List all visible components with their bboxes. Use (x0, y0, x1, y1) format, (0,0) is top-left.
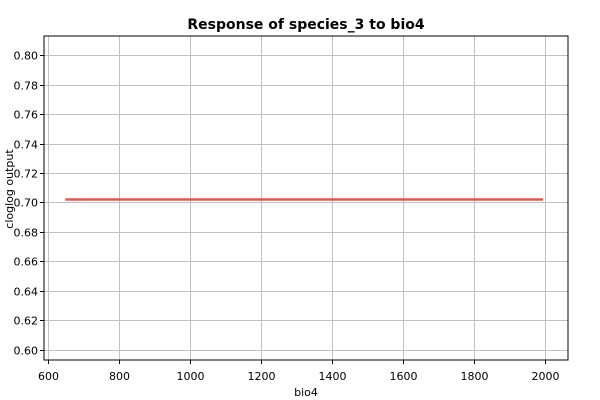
x-tick-label: 1200 (248, 370, 276, 383)
y-axis-label: cloglog output (3, 149, 16, 229)
y-tick-label: 0.78 (14, 80, 39, 93)
plot-border (43, 35, 569, 361)
y-tick-label: 0.72 (14, 168, 39, 181)
x-tick-label: 600 (38, 370, 59, 383)
axis-ticks: 600 800 1000 1200 1400 1600 1800 2000 0.60 0.62 0.… (14, 50, 560, 384)
y-tick-label: 0.66 (14, 256, 39, 269)
y-tick-label: 0.80 (14, 50, 39, 63)
y-tick-label: 0.74 (14, 139, 39, 152)
y-tick-label: 0.70 (14, 197, 39, 210)
x-tick-label: 1000 (177, 370, 205, 383)
x-tick-label: 800 (109, 370, 130, 383)
plot-area (43, 35, 569, 361)
grid-lines (44, 36, 568, 360)
y-tick-label: 0.76 (14, 109, 39, 122)
y-tick-label: 0.62 (14, 315, 39, 328)
chart-title: Response of species_3 to bio4 (187, 17, 425, 33)
x-tick-label: 2000 (532, 370, 560, 383)
x-axis-label: bio4 (294, 386, 318, 399)
y-tick-label: 0.64 (14, 286, 39, 299)
x-tick-label: 1600 (390, 370, 418, 383)
x-tick-label: 1800 (461, 370, 489, 383)
y-tick-label: 0.60 (14, 345, 39, 358)
y-tick-label: 0.68 (14, 227, 39, 240)
x-tick-label: 1400 (319, 370, 347, 383)
